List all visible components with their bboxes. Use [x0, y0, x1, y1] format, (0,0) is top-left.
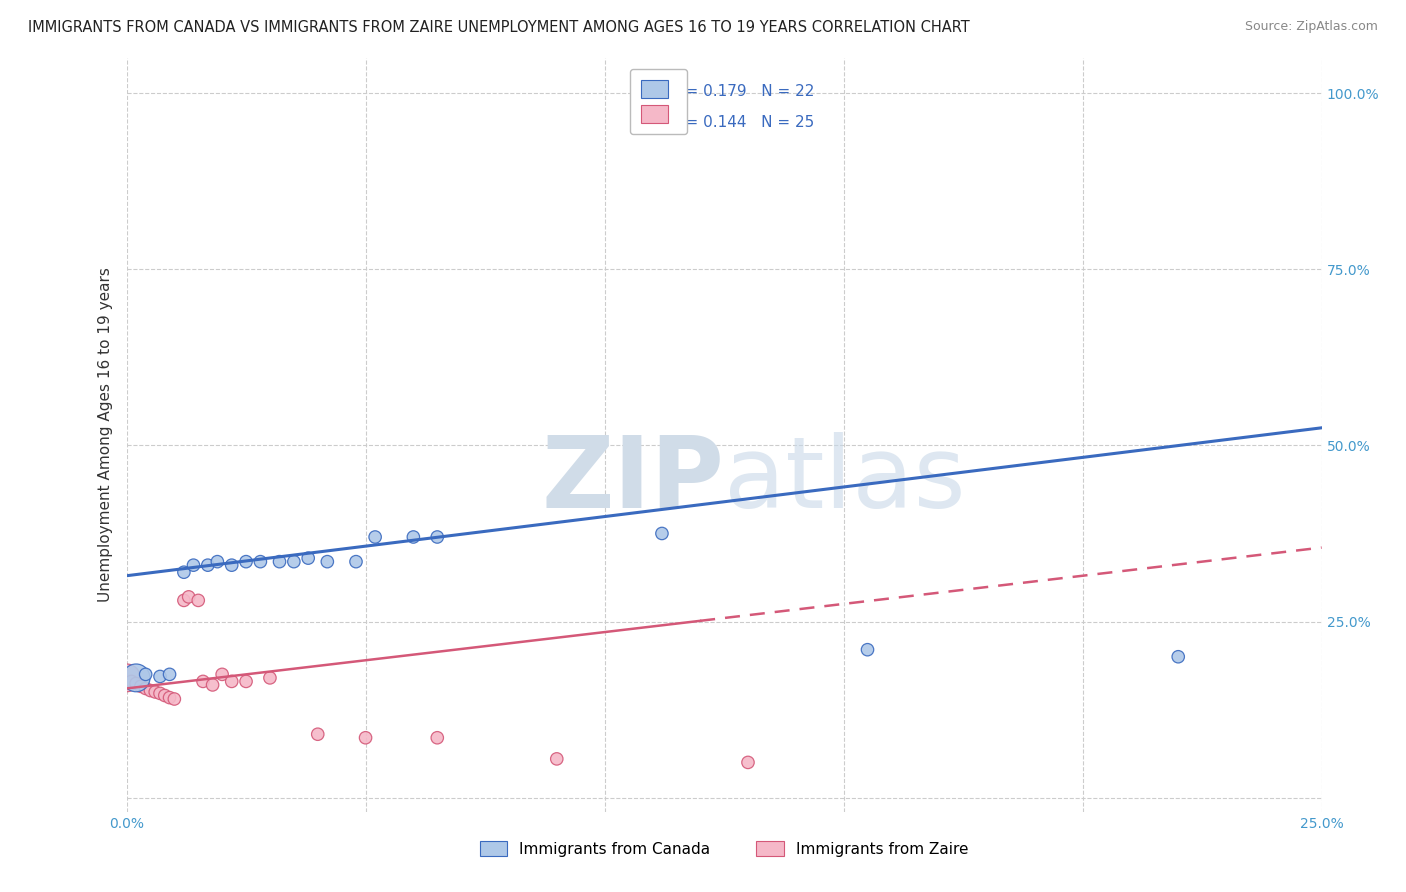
Point [651, 526, 673, 541]
Point [737, 756, 759, 770]
Point [221, 558, 243, 573]
Point [354, 731, 377, 745]
Point [221, 674, 243, 689]
Point [153, 689, 176, 703]
Point [177, 590, 200, 604]
Point [426, 731, 449, 745]
Point [207, 555, 229, 569]
Point [269, 555, 291, 569]
Point [283, 555, 305, 569]
Text: ZIP: ZIP [541, 432, 724, 529]
Point [307, 727, 329, 741]
Y-axis label: Unemployment Among Ages 16 to 19 years: Unemployment Among Ages 16 to 19 years [97, 268, 112, 602]
Point [187, 593, 209, 607]
Point [129, 679, 152, 693]
Point [856, 642, 879, 657]
Point [125, 676, 148, 690]
Point [211, 667, 233, 681]
Point [235, 555, 257, 569]
Point [183, 558, 205, 573]
Point [297, 551, 319, 566]
Point [402, 530, 425, 544]
Point [159, 690, 181, 705]
Point [163, 692, 186, 706]
Point [546, 752, 568, 766]
Point [197, 558, 219, 573]
Point [125, 671, 148, 685]
Point [235, 674, 257, 689]
Text: atlas: atlas [724, 432, 966, 529]
Point [249, 555, 271, 569]
Point [364, 530, 387, 544]
Point [316, 555, 339, 569]
Point [173, 593, 195, 607]
Point [135, 681, 157, 696]
Point [191, 674, 214, 689]
Point [426, 530, 449, 544]
Point [173, 565, 195, 579]
Text: R = 0.144   N = 25: R = 0.144 N = 25 [671, 114, 814, 129]
Point [135, 667, 157, 681]
Point [149, 669, 172, 683]
Legend: Immigrants from Canada, Immigrants from Zaire: Immigrants from Canada, Immigrants from … [472, 833, 976, 864]
Point [120, 674, 142, 689]
Point [115, 671, 138, 685]
Point [201, 678, 224, 692]
Text: R = 0.179   N = 22: R = 0.179 N = 22 [671, 85, 814, 99]
Point [1167, 649, 1189, 664]
Text: IMMIGRANTS FROM CANADA VS IMMIGRANTS FROM ZAIRE UNEMPLOYMENT AMONG AGES 16 TO 19: IMMIGRANTS FROM CANADA VS IMMIGRANTS FRO… [28, 20, 970, 35]
Point [149, 686, 172, 700]
Point [259, 671, 281, 685]
Point [344, 555, 367, 569]
Text: Source: ZipAtlas.com: Source: ZipAtlas.com [1244, 20, 1378, 33]
Point [139, 683, 162, 698]
Point [159, 667, 181, 681]
Point [143, 685, 166, 699]
